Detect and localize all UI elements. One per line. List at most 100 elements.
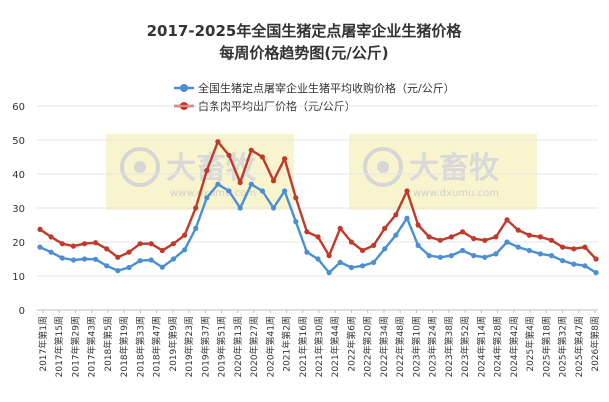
watermark-right: 大畜牧 www.dxumu.com [349, 134, 537, 210]
series-point [170, 241, 176, 247]
x-tick-label: 2023年第10周 [410, 316, 422, 377]
x-tick-label: 2023年第52周 [459, 316, 471, 377]
series-point [270, 178, 277, 184]
watermark-left-logo-dot-icon [134, 161, 146, 173]
series-point [48, 249, 54, 255]
series-point [371, 242, 377, 248]
series-point [382, 225, 388, 231]
series-point [226, 152, 232, 158]
y-tick-label: 20 [12, 238, 25, 249]
series-point [426, 253, 432, 259]
series-point [37, 226, 43, 232]
x-tick-label: 2024年第42周 [508, 316, 520, 377]
series-point [282, 188, 288, 194]
series-point [404, 215, 410, 221]
x-tick-label: 2022年第34周 [378, 316, 390, 377]
series-point [93, 256, 99, 262]
series-point [537, 234, 544, 240]
x-tick-label: 2021年第30周 [313, 316, 325, 377]
y-tick-label: 0 [19, 306, 25, 317]
x-tick-label: 2018年第47周 [151, 316, 163, 377]
x-tick-label: 2017年第1周 [37, 316, 49, 372]
series-point [182, 232, 188, 238]
series-pork-price [37, 139, 599, 262]
series-point [548, 237, 555, 243]
series-point [393, 212, 399, 218]
series-point [293, 219, 299, 225]
chart-title: 2017-2025年全国生猪定点屠宰企业生猪价格 [147, 22, 463, 40]
x-tick-label: 2023年第38周 [443, 316, 455, 377]
x-tick-label: 2017年第43周 [86, 316, 98, 377]
series-point [59, 255, 65, 261]
watermark-right-logo-dot-icon [377, 161, 389, 173]
series-point [415, 222, 421, 228]
series-point [282, 156, 288, 162]
series-point [348, 239, 354, 245]
series-point [504, 217, 510, 223]
watermark-right-logo-icon [363, 147, 403, 187]
series-point [460, 247, 466, 254]
watermark-left: 大畜牧 www.dxumu.com [106, 134, 294, 210]
y-tick-label: 10 [12, 272, 25, 283]
series-point [182, 247, 188, 253]
series-point [493, 234, 499, 240]
x-tick-label: 2025年第47周 [573, 316, 585, 377]
x-axis: 2017年第1周 2017年第15周 2017年第29周 2017年第43周 2018年… [37, 310, 601, 377]
series-point [471, 236, 477, 242]
series-point [560, 244, 566, 250]
x-tick-label: 2018年第19周 [118, 316, 130, 377]
series-point [482, 254, 488, 260]
series-point [148, 257, 154, 263]
series-point [204, 195, 210, 201]
legend-item-avg-price[interactable]: 全国生猪定点屠宰企业生猪平均收购价格（元/公斤） [174, 81, 455, 95]
series-point [170, 256, 176, 262]
legend-marker-avg-price [180, 84, 188, 92]
y-tick-label: 30 [12, 204, 25, 215]
watermark-left-site: www.dxumu.com [170, 188, 256, 199]
series-point [104, 263, 110, 269]
x-tick-label: 2019年第23周 [183, 316, 195, 377]
series-point [359, 247, 366, 254]
series-point [315, 234, 321, 240]
series-point [437, 254, 443, 260]
series-point [482, 237, 488, 243]
series-point [126, 249, 132, 255]
y-tick-label: 60 [12, 102, 25, 113]
x-tick-label: 2022年第6周 [345, 316, 357, 372]
series-point [337, 225, 343, 231]
series-point [426, 234, 432, 240]
series-point [137, 241, 143, 247]
series-point [371, 259, 377, 265]
series-point [448, 253, 454, 259]
x-tick-label: 2019年第37周 [199, 316, 211, 377]
x-tick-label: 2021年第16周 [297, 316, 309, 377]
series-point [248, 181, 254, 187]
series-point [493, 251, 499, 257]
series-point [593, 270, 599, 276]
series-point [326, 253, 332, 259]
x-tick-label: 2018年第33周 [134, 316, 146, 377]
series-point [526, 247, 532, 254]
series-point [448, 234, 454, 240]
series-point [104, 246, 110, 252]
series-avg-price [37, 181, 599, 276]
x-tick-label: 2022年第48周 [394, 316, 406, 377]
x-tick-label: 2021年第44周 [329, 316, 341, 377]
series-point [148, 241, 154, 247]
series-point [359, 263, 366, 269]
x-tick-label: 2023年第24周 [427, 316, 439, 377]
series-point [81, 241, 88, 247]
x-tick-label: 2019年第9周 [167, 316, 179, 372]
series-point [382, 246, 388, 252]
series-point [393, 232, 399, 238]
x-tick-label: 2025年第18周 [540, 316, 552, 377]
series-point [226, 188, 232, 194]
series-point [37, 244, 43, 250]
series-point [337, 259, 343, 265]
series-point [81, 256, 88, 262]
series-point [515, 227, 521, 233]
x-tick-label: 2018年第5周 [102, 316, 114, 372]
series-point [471, 253, 477, 259]
series-point [70, 257, 76, 263]
